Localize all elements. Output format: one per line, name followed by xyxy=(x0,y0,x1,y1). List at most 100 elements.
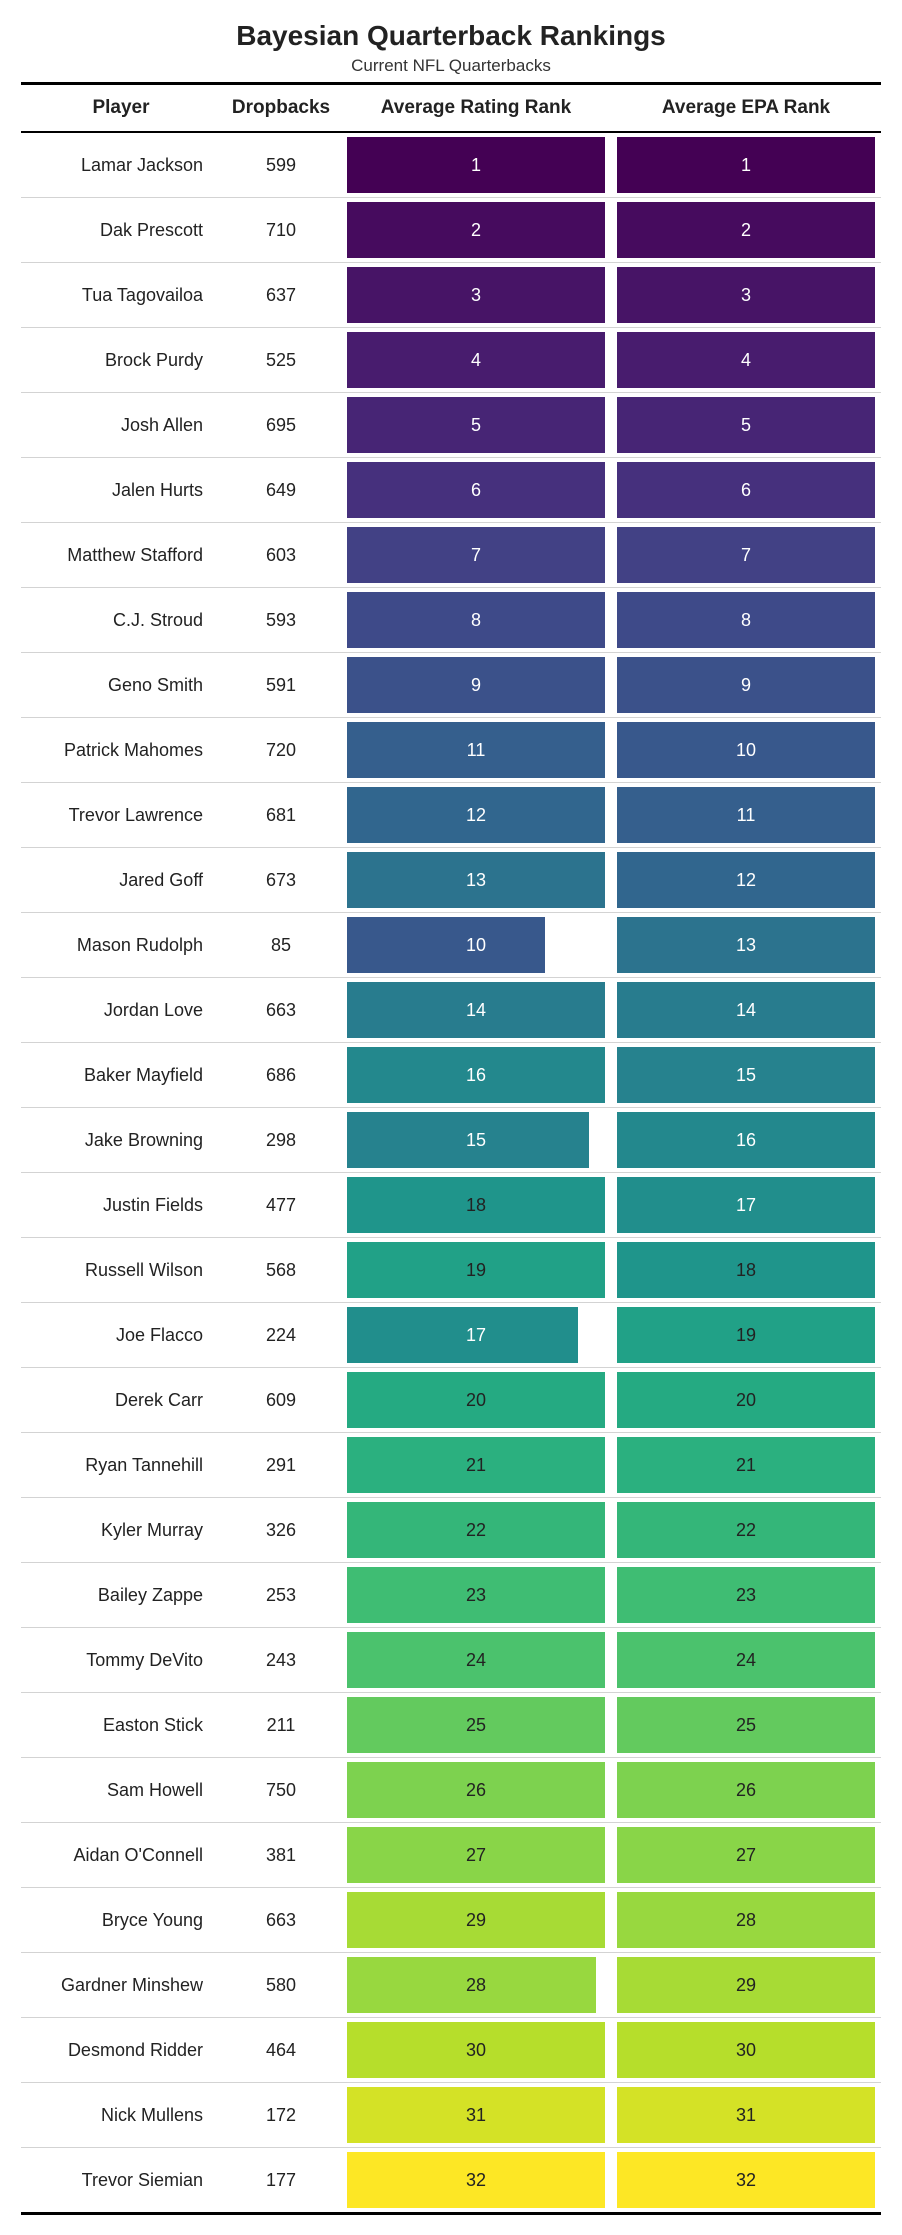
dropbacks-value: 710 xyxy=(221,198,341,263)
table-row: Dak Prescott71022 xyxy=(21,198,881,263)
rating-rank-value: 8 xyxy=(471,610,481,630)
player-name: Jared Goff xyxy=(21,848,221,913)
player-name: Baker Mayfield xyxy=(21,1043,221,1108)
rankings-table: Player Dropbacks Average Rating Rank Ave… xyxy=(21,85,881,2215)
epa-rank-value: 4 xyxy=(741,350,751,370)
rating-rank-cell: 30 xyxy=(341,2018,611,2083)
epa-rank-value: 23 xyxy=(736,1585,756,1605)
epa-rank-cell: 29 xyxy=(611,1953,881,2018)
epa-rank-cell: 5 xyxy=(611,393,881,458)
dropbacks-value: 525 xyxy=(221,328,341,393)
table-row: Desmond Ridder4643030 xyxy=(21,2018,881,2083)
dropbacks-value: 663 xyxy=(221,978,341,1043)
table-row: Baker Mayfield6861615 xyxy=(21,1043,881,1108)
table-row: Geno Smith59199 xyxy=(21,653,881,718)
table-row: Easton Stick2112525 xyxy=(21,1693,881,1758)
table-row: Jordan Love6631414 xyxy=(21,978,881,1043)
table-row: Russell Wilson5681918 xyxy=(21,1238,881,1303)
epa-rank-value: 10 xyxy=(736,740,756,760)
epa-rank-cell: 16 xyxy=(611,1108,881,1173)
epa-rank-cell: 9 xyxy=(611,653,881,718)
rating-rank-value: 9 xyxy=(471,675,481,695)
dropbacks-value: 253 xyxy=(221,1563,341,1628)
epa-rank-cell: 2 xyxy=(611,198,881,263)
rating-rank-cell: 20 xyxy=(341,1368,611,1433)
epa-rank-cell: 8 xyxy=(611,588,881,653)
rating-rank-cell: 18 xyxy=(341,1173,611,1238)
player-name: Trevor Siemian xyxy=(21,2148,221,2214)
epa-rank-value: 28 xyxy=(736,1910,756,1930)
table-row: Tommy DeVito2432424 xyxy=(21,1628,881,1693)
rating-rank-cell: 19 xyxy=(341,1238,611,1303)
rating-rank-value: 5 xyxy=(471,415,481,435)
table-row: Lamar Jackson59911 xyxy=(21,132,881,198)
epa-rank-cell: 11 xyxy=(611,783,881,848)
epa-rank-value: 12 xyxy=(736,870,756,890)
epa-rank-cell: 18 xyxy=(611,1238,881,1303)
table-row: Gardner Minshew5802829 xyxy=(21,1953,881,2018)
dropbacks-value: 477 xyxy=(221,1173,341,1238)
player-name: Dak Prescott xyxy=(21,198,221,263)
player-name: Patrick Mahomes xyxy=(21,718,221,783)
epa-rank-value: 3 xyxy=(741,285,751,305)
rating-rank-cell: 26 xyxy=(341,1758,611,1823)
rating-rank-value: 30 xyxy=(466,2040,486,2060)
rating-rank-cell: 17 xyxy=(341,1303,611,1368)
player-name: Desmond Ridder xyxy=(21,2018,221,2083)
rating-rank-value: 22 xyxy=(466,1520,486,1540)
table-row: Trevor Siemian1773232 xyxy=(21,2148,881,2214)
player-name: Bailey Zappe xyxy=(21,1563,221,1628)
epa-rank-cell: 4 xyxy=(611,328,881,393)
col-epa: Average EPA Rank xyxy=(611,85,881,132)
dropbacks-value: 599 xyxy=(221,132,341,198)
epa-rank-cell: 24 xyxy=(611,1628,881,1693)
epa-rank-cell: 28 xyxy=(611,1888,881,1953)
rating-rank-cell: 21 xyxy=(341,1433,611,1498)
rating-rank-value: 1 xyxy=(471,155,481,175)
rating-rank-value: 10 xyxy=(466,935,486,955)
table-row: Patrick Mahomes7201110 xyxy=(21,718,881,783)
rating-rank-cell: 13 xyxy=(341,848,611,913)
player-name: Ryan Tannehill xyxy=(21,1433,221,1498)
dropbacks-value: 637 xyxy=(221,263,341,328)
epa-rank-value: 16 xyxy=(736,1130,756,1150)
epa-rank-cell: 15 xyxy=(611,1043,881,1108)
table-row: Jalen Hurts64966 xyxy=(21,458,881,523)
table-row: Jake Browning298 15 16 xyxy=(21,1108,881,1173)
rating-rank-value: 12 xyxy=(466,805,486,825)
rating-rank-cell: 23 xyxy=(341,1563,611,1628)
epa-rank-cell: 25 xyxy=(611,1693,881,1758)
dropbacks-value: 243 xyxy=(221,1628,341,1693)
epa-rank-value: 32 xyxy=(736,2170,756,2190)
rating-rank-cell: 29 xyxy=(341,1888,611,1953)
epa-rank-value: 6 xyxy=(741,480,751,500)
rating-rank-cell: 24 xyxy=(341,1628,611,1693)
table-container: Bayesian Quarterback Rankings Current NF… xyxy=(21,20,881,2215)
dropbacks-value: 603 xyxy=(221,523,341,588)
rating-rank-value: 31 xyxy=(466,2105,486,2125)
rating-rank-value: 29 xyxy=(466,1910,486,1930)
table-row: Josh Allen69555 xyxy=(21,393,881,458)
player-name: C.J. Stroud xyxy=(21,588,221,653)
epa-rank-value: 26 xyxy=(736,1780,756,1800)
dropbacks-value: 649 xyxy=(221,458,341,523)
dropbacks-value: 85 xyxy=(221,913,341,978)
epa-rank-cell: 13 xyxy=(611,913,881,978)
player-name: Sam Howell xyxy=(21,1758,221,1823)
dropbacks-value: 591 xyxy=(221,653,341,718)
rating-rank-value: 15 xyxy=(466,1130,486,1150)
rating-rank-cell: 1 xyxy=(341,132,611,198)
player-name: Mason Rudolph xyxy=(21,913,221,978)
epa-rank-cell: 26 xyxy=(611,1758,881,1823)
dropbacks-value: 298 xyxy=(221,1108,341,1173)
player-name: Jake Browning xyxy=(21,1108,221,1173)
player-name: Bryce Young xyxy=(21,1888,221,1953)
dropbacks-value: 695 xyxy=(221,393,341,458)
epa-rank-cell: 22 xyxy=(611,1498,881,1563)
table-row: C.J. Stroud59388 xyxy=(21,588,881,653)
epa-rank-value: 14 xyxy=(736,1000,756,1020)
dropbacks-value: 750 xyxy=(221,1758,341,1823)
rating-rank-value: 3 xyxy=(471,285,481,305)
table-row: Jared Goff6731312 xyxy=(21,848,881,913)
table-row: Sam Howell7502626 xyxy=(21,1758,881,1823)
